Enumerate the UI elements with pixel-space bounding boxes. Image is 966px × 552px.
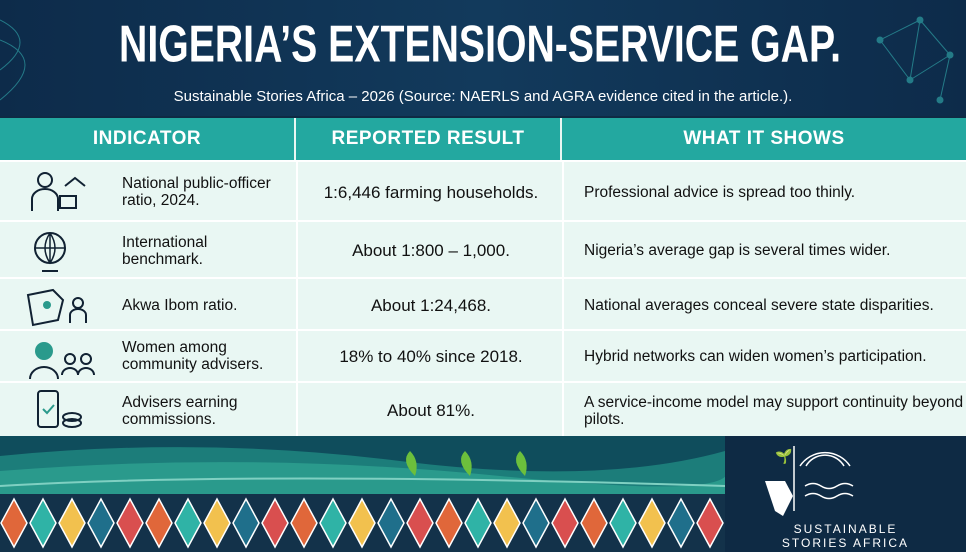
table-cell: National public-officer ratio, 2024.: [122, 175, 271, 209]
table-row: National public-officer ratio, 2024. 1:6,…: [0, 160, 966, 222]
table-cell: 18% to 40% since 2018.: [296, 331, 564, 381]
row-icon: [31, 172, 86, 211]
pattern-shape: [232, 497, 260, 549]
pattern-shape: [87, 497, 115, 549]
pattern-shape: [116, 497, 144, 549]
header: NIGERIA’S EXTENSION-SERVICE GAP. Sustain…: [0, 0, 966, 116]
table-cell: Hybrid networks can widen women’s partic…: [562, 331, 966, 381]
table-cell: 1:6,446 farming households.: [296, 162, 564, 222]
pattern-shape: [667, 497, 695, 549]
table-cell: Professional advice is spread too thinly…: [562, 162, 966, 222]
pattern-shape: [0, 497, 28, 549]
row-icon: [29, 342, 95, 380]
pattern-shape: [174, 497, 202, 549]
table-cell: National averages conceal severe state d…: [562, 279, 966, 331]
table-cell: A service-income model may support conti…: [562, 383, 966, 438]
pattern-shape: [58, 497, 86, 549]
table-cell: About 1:800 – 1,000.: [296, 222, 564, 279]
footer: 🌱 SUSTAINABLE STORIES AFRICA: [0, 436, 966, 552]
pattern-shape: [203, 497, 231, 549]
pattern-shape: [551, 497, 579, 549]
row-icon: [34, 232, 66, 272]
pattern-shape: [522, 497, 550, 549]
pattern-shape: [464, 497, 492, 549]
table-cell: About 81%.: [296, 383, 564, 438]
pattern-shape: [29, 497, 57, 549]
table-cell: International benchmark.: [122, 233, 208, 268]
table-row: Akwa Ibom ratio. About 1:24,468. National …: [0, 277, 966, 331]
table-cell: Advisers earning commissions.: [122, 393, 238, 428]
header-art: NIGERIA’S EXTENSION-SERVICE GAP.: [0, 16, 954, 104]
footer-art: 🌱: [0, 436, 966, 552]
pattern-shape: [319, 497, 347, 549]
pattern-shape: [580, 497, 608, 549]
brand-text: STORIES AFRICA: [781, 536, 910, 550]
pattern-shape: [493, 497, 521, 549]
table-cell: Women among community advisers.: [122, 339, 264, 373]
pattern-shape: [261, 497, 289, 549]
pattern-shape: [348, 497, 376, 549]
pattern-shape: [638, 497, 666, 549]
table-row: International benchmark. About 1:800 – 1,…: [0, 220, 966, 279]
table-cell: Nigeria’s average gap is several times w…: [562, 222, 966, 279]
pattern-shape: [290, 497, 318, 549]
pattern-shape: [377, 497, 405, 549]
table-row: Advisers earning commissions. About 81%. A…: [0, 381, 966, 438]
pattern-shape: [406, 497, 434, 549]
subtitle: Sustainable Stories Africa – 2026 (Sourc…: [173, 88, 793, 105]
svg-text:🌱: 🌱: [775, 448, 792, 465]
column-header: REPORTED RESULT: [296, 118, 560, 160]
table-cell: About 1:24,468.: [296, 279, 564, 331]
table-row: Women among community advisers. 18% to 40…: [0, 329, 966, 381]
row-icon: [26, 288, 87, 327]
table: INDICATOR REPORTED RESULT WHAT IT SHOWS …: [0, 118, 966, 438]
pattern-shape: [145, 497, 173, 549]
column-header: INDICATOR: [0, 118, 294, 160]
pattern-shape: [435, 497, 463, 549]
pattern-shape: [609, 497, 637, 549]
brand-text: SUSTAINABLE: [793, 522, 898, 536]
column-header: WHAT IT SHOWS: [562, 118, 966, 160]
title: NIGERIA’S EXTENSION-SERVICE GAP.: [119, 16, 841, 74]
row-icon: [37, 390, 82, 428]
table-cell: Akwa Ibom ratio.: [122, 296, 238, 314]
pattern-shape: [696, 497, 724, 549]
